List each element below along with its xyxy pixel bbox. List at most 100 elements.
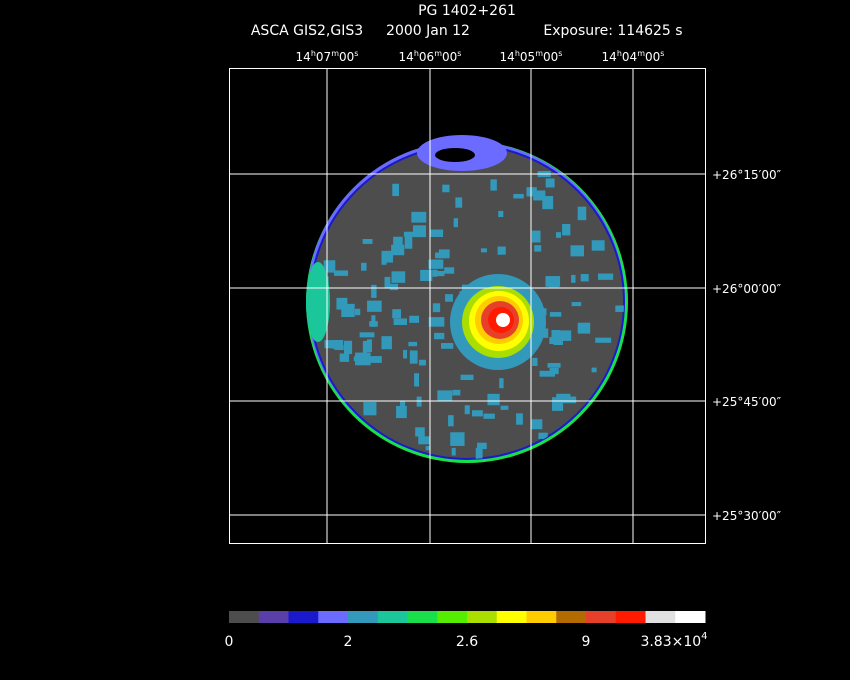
max-part: 4 — [701, 631, 707, 642]
noise-blob — [551, 397, 564, 411]
noise-blob — [516, 413, 523, 425]
noise-blob — [440, 343, 454, 349]
ra-part: 00 — [543, 50, 558, 64]
noise-blob — [396, 405, 407, 419]
noise-blob — [359, 332, 375, 338]
noise-blob — [428, 259, 444, 269]
ra-part: m — [434, 49, 442, 58]
noise-blob — [487, 393, 500, 406]
noise-blob — [605, 273, 613, 280]
noise-blob — [551, 330, 560, 344]
ra-part: 14 — [296, 50, 311, 64]
ra-part: s — [354, 49, 358, 58]
ra-part: s — [457, 49, 461, 58]
dec-label: +26°15′00″ — [712, 168, 782, 182]
noise-blob — [371, 315, 376, 327]
colorbar-segment — [437, 611, 468, 623]
noise-blob — [391, 244, 405, 256]
colorbar-segment — [615, 611, 646, 623]
noise-blob — [415, 427, 425, 437]
noise-blob — [371, 284, 377, 298]
noise-blob — [561, 396, 577, 404]
ra-part: h — [617, 49, 622, 58]
noise-blob — [420, 269, 433, 281]
dec-label: +26°00′00″ — [712, 282, 782, 296]
ra-part: 06 — [419, 50, 434, 64]
noise-blob — [453, 218, 459, 228]
ra-part: 14 — [500, 50, 515, 64]
ra-part: m — [331, 49, 339, 58]
noise-blob — [442, 184, 450, 193]
ra-part: 07 — [316, 50, 331, 64]
colorbar-label: 9 — [582, 634, 591, 650]
colorbar-segment — [467, 611, 498, 623]
frame — [229, 68, 706, 544]
colorbar-segment — [318, 611, 349, 623]
dec-label: +25°30′00″ — [712, 509, 782, 523]
noise-blob — [408, 341, 418, 347]
noise-blob — [526, 187, 537, 197]
noise-blob — [381, 336, 392, 350]
noise-blob — [451, 447, 456, 456]
noise-blob — [344, 340, 353, 355]
colorbar-segment — [258, 611, 289, 623]
noise-blob — [531, 419, 543, 430]
grid — [229, 68, 705, 543]
ra-label: 14h04m00s — [602, 49, 665, 64]
noise-blob — [432, 303, 441, 313]
date: 2000 Jan 12 — [386, 23, 470, 39]
noise-blob — [591, 367, 597, 373]
noise-blob — [556, 393, 571, 399]
noise-blob — [369, 356, 382, 363]
noise-blob — [361, 262, 367, 271]
noise-blob — [333, 270, 349, 276]
noise-blob — [580, 274, 589, 282]
noise-blob — [532, 357, 538, 367]
noise-blob — [555, 232, 561, 238]
noise-blob — [403, 231, 419, 237]
noise-blob — [542, 196, 554, 210]
noise-blob — [450, 432, 465, 446]
ra-part: m — [535, 49, 543, 58]
noise-blob — [549, 367, 559, 375]
noise-blob — [324, 340, 340, 349]
noise-blob — [480, 248, 487, 253]
noise-blob — [367, 300, 382, 312]
colorbar-label: 0 — [225, 634, 234, 650]
noise-blob — [597, 273, 614, 280]
noise-blob — [497, 246, 506, 255]
noise-blob — [435, 271, 445, 277]
colorbar-segment — [229, 611, 260, 623]
ra-part: 14 — [602, 50, 617, 64]
noise-blob — [389, 283, 399, 291]
colorbar-segment — [675, 611, 706, 623]
colorbar-segment — [496, 611, 527, 623]
noise-blob — [444, 267, 455, 274]
noise-blob — [475, 447, 483, 459]
noise-blob — [435, 252, 448, 259]
noise-blob — [464, 405, 470, 415]
noise-blob — [409, 315, 420, 323]
noise-blob — [531, 230, 541, 243]
noise-blob — [323, 260, 336, 273]
noise-blob — [334, 345, 344, 351]
ra-part: h — [311, 49, 316, 58]
ra-part: m — [637, 49, 645, 58]
noise-blob — [500, 405, 509, 410]
colorbar-segment — [645, 611, 676, 623]
noise-blob — [549, 312, 562, 317]
noise-blob — [362, 238, 373, 244]
noise-blob — [538, 432, 548, 439]
noise-blob — [339, 353, 350, 362]
noise-blob — [392, 183, 400, 197]
noise-blob — [452, 389, 461, 396]
ra-label: 14h07m00s — [296, 49, 359, 64]
noise-blob — [412, 225, 426, 238]
noise-blob — [404, 235, 413, 249]
noise-blob — [393, 318, 408, 326]
ra-part: 14 — [399, 50, 414, 64]
noise-blob — [353, 356, 367, 362]
noise-blob — [615, 305, 624, 312]
noise-blob — [419, 359, 426, 366]
noise-blob — [577, 322, 591, 334]
